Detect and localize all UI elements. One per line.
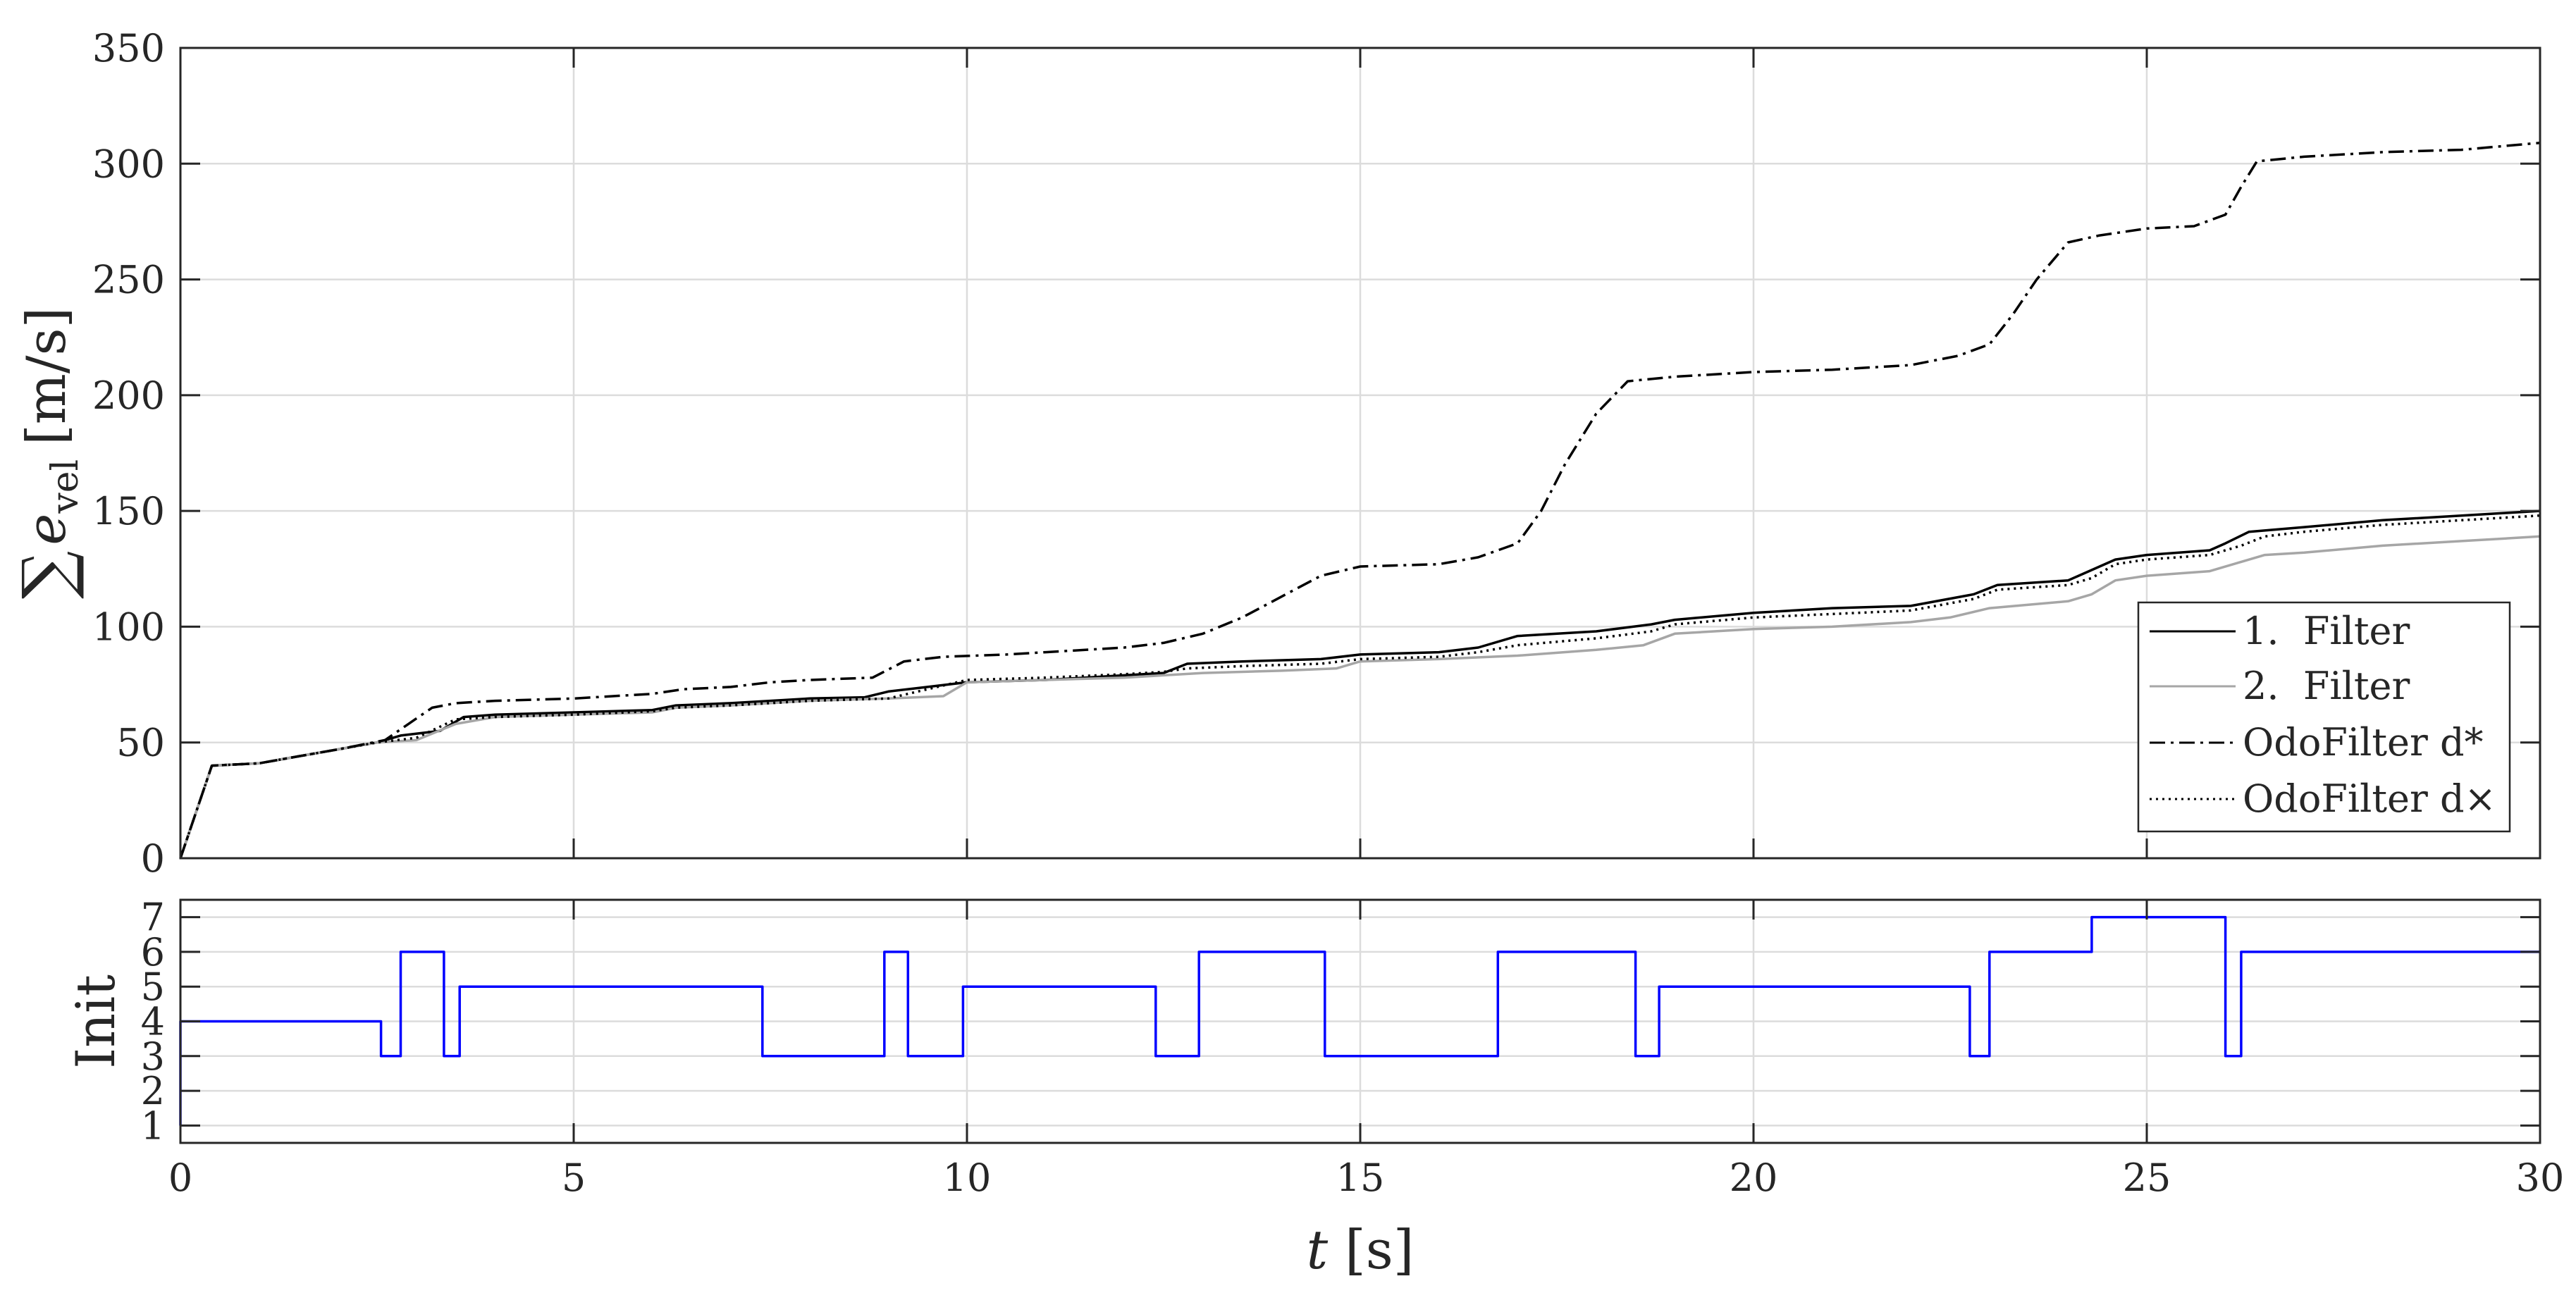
x-tick-label: 25 <box>2123 1156 2171 1200</box>
ylabel-sum-symbol: ∑ <box>8 551 87 600</box>
series-line-init <box>179 915 2540 1126</box>
ylabel-unit: [m/s] <box>15 307 78 445</box>
y-tick-label: 4 <box>141 1000 165 1044</box>
y-tick-label: 50 <box>116 721 165 765</box>
y-tick-label: 0 <box>141 836 165 881</box>
x-tick-label: 15 <box>1336 1156 1385 1200</box>
y-tick-label: 250 <box>92 258 165 302</box>
x-tick-label: 20 <box>1730 1156 1778 1200</box>
xlabel-variable: t <box>1307 1218 1329 1281</box>
y-tick-label: 1 <box>141 1103 165 1148</box>
top-axes: 0 50 100 150 200 250 300 350 ∑ evel [m/s] 1. Filt… <box>8 26 2541 881</box>
top-y-tick-labels: 0 50 100 150 200 250 300 350 <box>92 26 165 881</box>
top-tick-marks <box>179 47 2541 860</box>
series-line-1-filter <box>179 509 2541 859</box>
legend-entry-odofilter-d-star: OdoFilter d* <box>2150 720 2484 765</box>
top-series-lines <box>179 141 2541 859</box>
y-tick-label: 6 <box>141 930 165 974</box>
x-tick-label: 30 <box>2516 1156 2565 1200</box>
legend-box <box>2137 601 2511 833</box>
bottom-series-lines <box>179 915 2540 1126</box>
ylabel-subscript: vel <box>44 459 87 514</box>
series-line-2-filter <box>179 535 2541 859</box>
y-tick-label: 3 <box>141 1034 165 1079</box>
y-tick-label: 7 <box>141 896 165 940</box>
legend-label-odofilter-d-times: OdoFilter d× <box>2243 776 2496 821</box>
ylabel-variable: e <box>15 514 78 545</box>
y-tick-label: 5 <box>141 965 165 1009</box>
bottom-y-axis-label: Init <box>64 974 127 1069</box>
legend-label-odofilter-d-star: OdoFilter d* <box>2243 720 2484 765</box>
y-tick-label: 150 <box>92 489 165 533</box>
xlabel-unit: [s] <box>1345 1218 1414 1281</box>
x-tick-label: 0 <box>168 1156 192 1200</box>
y-tick-label: 2 <box>141 1069 165 1113</box>
series-line-odofilter-d <box>179 141 2541 859</box>
bottom-x-tick-labels: 0 5 10 15 20 25 30 <box>168 1156 2565 1200</box>
legend-entry-filter-1: 1. Filter <box>2150 609 2410 653</box>
x-tick-label: 5 <box>562 1156 586 1200</box>
legend: 1. Filter 2. Filter OdoFilter d* OdoFilt… <box>2137 601 2511 833</box>
legend-label-filter-2: 2. Filter <box>2243 664 2410 708</box>
y-tick-label: 300 <box>92 142 165 186</box>
y-tick-label: 100 <box>92 605 165 649</box>
x-tick-label: 10 <box>943 1156 992 1200</box>
top-y-axis-label: ∑ evel [m/s] <box>8 307 87 599</box>
legend-label-filter-1: 1. Filter <box>2243 609 2410 653</box>
y-tick-label: 350 <box>92 26 165 70</box>
bottom-tick-marks <box>179 900 2541 1143</box>
y-tick-label: 200 <box>92 373 165 418</box>
x-axis-label: t [s] <box>1307 1218 1415 1281</box>
legend-entry-filter-2: 2. Filter <box>2150 664 2410 708</box>
legend-entry-odofilter-d-times: OdoFilter d× <box>2150 776 2496 821</box>
